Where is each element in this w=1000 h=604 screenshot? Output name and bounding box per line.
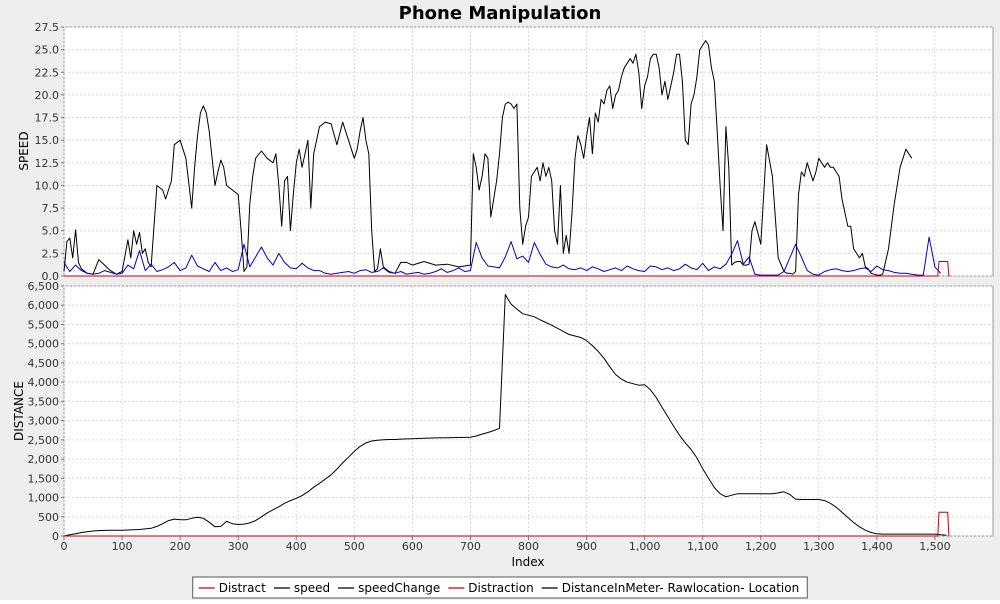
y-tick-label: 4,500 bbox=[28, 357, 60, 370]
x-tick-label: 0 bbox=[61, 540, 68, 553]
distance-axis-label: DISTANCE bbox=[12, 381, 26, 441]
speed-y-ticks: 0.0 2.5 5.0 7.5 10.0 12.5 15.0 17.5 20.0 22.5 25.0… bbox=[35, 21, 64, 283]
y-tick-label: 5.0 bbox=[42, 225, 60, 238]
y-tick-label: 12.5 bbox=[35, 157, 60, 170]
y-tick-label: 3,500 bbox=[28, 395, 60, 408]
chart-title: Phone Manipulation bbox=[399, 3, 602, 24]
y-tick-label: 10.0 bbox=[35, 179, 60, 192]
legend-label: speedChange bbox=[358, 581, 440, 595]
x-tick-label: 1,400 bbox=[861, 540, 893, 553]
legend-label: DistanceInMeter- Rawlocation- Location bbox=[562, 581, 800, 595]
series-line-speedchange bbox=[63, 236, 942, 276]
speed-gridlines bbox=[63, 26, 993, 277]
legend-label: Distract bbox=[219, 581, 266, 595]
y-tick-label: 2.5 bbox=[42, 247, 60, 260]
x-tick-label: 300 bbox=[228, 540, 249, 553]
x-tick-label: 800 bbox=[518, 540, 539, 553]
y-tick-label: 0.0 bbox=[42, 270, 60, 283]
y-tick-label: 27.5 bbox=[35, 21, 60, 34]
x-tick-label: 600 bbox=[402, 540, 423, 553]
legend-label: Distraction bbox=[468, 581, 533, 595]
speed-axis-label: SPEED bbox=[17, 131, 31, 170]
legend-item: speedChange bbox=[338, 581, 440, 595]
x-tick-label: 700 bbox=[460, 540, 481, 553]
y-tick-label: 20.0 bbox=[35, 89, 60, 102]
y-tick-label: 0 bbox=[52, 530, 59, 543]
y-tick-label: 22.5 bbox=[35, 66, 60, 79]
speed-series bbox=[63, 40, 950, 277]
legend-box bbox=[192, 576, 808, 599]
x-tick-label: 1,500 bbox=[919, 540, 951, 553]
x-tick-label: 900 bbox=[576, 540, 597, 553]
x-tick-label: 500 bbox=[344, 540, 365, 553]
x-tick-label: 100 bbox=[112, 540, 133, 553]
speed-panel: 0.0 2.5 5.0 7.5 10.0 12.5 15.0 17.5 20.0 22.5 25.0… bbox=[17, 21, 994, 283]
legend-item: DistanceInMeter- Rawlocation- Location bbox=[541, 581, 800, 595]
y-tick-label: 7.5 bbox=[42, 202, 60, 215]
x-tick-label: 1,000 bbox=[629, 540, 661, 553]
x-tick-label: 200 bbox=[170, 540, 191, 553]
y-tick-label: 4,000 bbox=[28, 376, 60, 389]
y-tick-label: 5,500 bbox=[28, 318, 60, 331]
distance-series bbox=[63, 294, 950, 537]
y-tick-label: 17.5 bbox=[35, 112, 60, 125]
legend-item: speed bbox=[273, 581, 330, 595]
distance-panel: 0 500 1,000 1,500 2,000 2,500 3,000 3,500 4,000 4… bbox=[12, 280, 994, 543]
series-line-speed bbox=[63, 40, 913, 276]
y-tick-label: 1,500 bbox=[28, 472, 60, 485]
x-tick-label: 1,100 bbox=[687, 540, 719, 553]
y-tick-label: 5,000 bbox=[28, 338, 60, 351]
x-tick-label: 1,300 bbox=[803, 540, 835, 553]
series-line-distract bbox=[64, 511, 950, 537]
x-tick-label: 400 bbox=[286, 540, 307, 553]
y-tick-label: 1,000 bbox=[28, 492, 60, 505]
y-tick-label: 500 bbox=[38, 511, 59, 524]
y-tick-label: 15.0 bbox=[35, 134, 60, 147]
x-tick-label: 1,200 bbox=[745, 540, 777, 553]
distance-y-ticks: 0 500 1,000 1,500 2,000 2,500 3,000 3,500 4,000 4… bbox=[28, 280, 64, 543]
legend-item: Distract bbox=[198, 581, 266, 595]
y-tick-label: 6,500 bbox=[28, 280, 60, 293]
legend-label: speed bbox=[294, 581, 330, 595]
y-tick-label: 3,000 bbox=[28, 415, 60, 428]
legend-item: Distraction bbox=[448, 581, 534, 595]
series-line-distanceinmeter-rawlocation-location bbox=[63, 294, 947, 537]
y-tick-label: 25.0 bbox=[35, 44, 60, 57]
y-tick-label: 6,000 bbox=[28, 299, 60, 312]
y-tick-label: 2,500 bbox=[28, 434, 60, 447]
x-axis-ticks: 0 100 200 300 400 500 600 700 800 900 1,000 1,100 1,… bbox=[61, 536, 951, 553]
legend: Distract speed speedChange Distraction Dista… bbox=[192, 576, 808, 599]
y-tick-label: 2,000 bbox=[28, 453, 60, 466]
x-axis-label: Index bbox=[511, 555, 544, 569]
series-line-distraction bbox=[64, 261, 950, 277]
